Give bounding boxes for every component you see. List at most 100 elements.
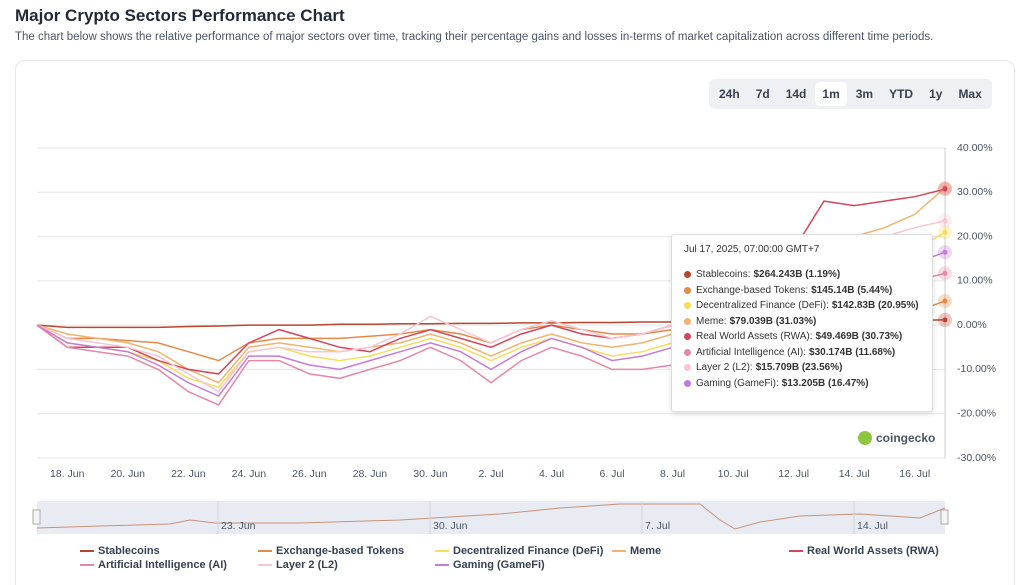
hover-marker (942, 298, 948, 304)
x-tick-label: 2. Jul (478, 468, 503, 480)
navigator-handle[interactable] (32, 509, 41, 525)
x-tick-label: 30. Jun (413, 468, 448, 480)
x-tick-label: 14. Jul (839, 468, 870, 480)
y-tick-label: 40.00% (957, 142, 993, 154)
tooltip-label: Layer 2 (L2): (696, 362, 753, 373)
tooltip-label: Artificial Intelligence (AI): (696, 346, 807, 358)
tooltip-value: $142.83B (20.95%) (831, 300, 919, 311)
legend-label: Artificial Intelligence (AI) (98, 559, 227, 571)
tooltip-dot (684, 364, 691, 371)
tooltip-label: Real World Assets (RWA): (696, 331, 813, 342)
legend-item[interactable]: Stablecoins (80, 545, 160, 557)
range-button[interactable]: 1y (929, 87, 943, 101)
x-tick-label: 6. Jul (600, 468, 625, 480)
tooltip-value: $13.205B (16.47%) (781, 377, 869, 389)
legend-label: Meme (630, 545, 662, 557)
tooltip-dot (684, 333, 691, 340)
tooltip-item: Layer 2 (L2): $15.709B (23.56%) (684, 362, 920, 373)
range-button[interactable]: 14d (785, 87, 807, 101)
tooltip-label: Gaming (GameFi): (696, 377, 779, 389)
hover-marker (942, 317, 948, 323)
tooltip-item: Artificial Intelligence (AI): $30.174B (1… (684, 347, 920, 358)
subtitle: The chart below shows the relative perfo… (15, 31, 934, 43)
x-tick-label: 22. Jun (171, 468, 206, 480)
legend-label: Gaming (GameFi) (453, 559, 545, 571)
navigator-label: 23. Jun (221, 520, 256, 532)
legend-swatch (435, 550, 449, 552)
tooltip-value: $79.039B (31.03%) (729, 315, 817, 327)
range-button[interactable]: 24h (719, 87, 740, 101)
chart-card (15, 60, 1015, 585)
tooltip-label: Stablecoins: (696, 269, 751, 280)
tooltip-value: $30.174B (11.68%) (809, 346, 896, 358)
legend-item[interactable]: Layer 2 (L2) (258, 559, 338, 571)
y-tick-label: 20.00% (957, 230, 993, 242)
range-button[interactable]: 1m (815, 82, 847, 106)
legend-swatch (612, 550, 626, 552)
range-button[interactable]: 3m (855, 87, 874, 101)
hover-marker (942, 229, 948, 235)
legend-item[interactable]: Real World Assets (RWA) (789, 545, 939, 557)
tooltip-item: Decentralized Finance (DeFi): $142.83B (2… (684, 300, 920, 311)
y-tick-label: 0.00% (957, 319, 987, 331)
tooltip-item: Meme: $79.039B (31.03%) (684, 316, 920, 327)
legend-swatch (80, 550, 94, 552)
hover-marker (942, 270, 948, 276)
tooltip-item: Real World Assets (RWA): $49.469B (30.73%… (684, 331, 920, 342)
hover-marker (942, 249, 948, 255)
tooltip-item: Gaming (GameFi): $13.205B (16.47%) (684, 378, 920, 389)
tooltip-dot (684, 271, 691, 278)
y-tick-label: -20.00% (957, 407, 996, 419)
x-tick-label: 28. Jun (353, 468, 388, 480)
legend-item[interactable]: Exchange-based Tokens (258, 545, 404, 557)
legend-swatch (435, 564, 449, 566)
tooltip-dot (684, 379, 691, 387)
legend-item[interactable]: Gaming (GameFi) (435, 559, 545, 571)
tooltip-value: $264.243B (1.19%) (753, 269, 841, 280)
tooltip-label: Decentralized Finance (DeFi): (696, 300, 829, 311)
hover-marker (942, 218, 948, 224)
x-tick-label: 8. Jul (660, 468, 685, 480)
range-button[interactable]: Max (958, 87, 982, 101)
x-tick-label: 10. Jul (718, 468, 749, 480)
legend-label: Layer 2 (L2) (276, 559, 338, 571)
range-button[interactable]: 7d (755, 87, 770, 101)
tooltip-dot (684, 317, 691, 325)
tooltip-label: Meme: (696, 315, 727, 327)
legend-swatch (789, 550, 803, 552)
x-tick-label: 12. Jul (778, 468, 809, 480)
x-tick-label: 18. Jun (50, 468, 85, 480)
legend-item[interactable]: Artificial Intelligence (AI) (80, 559, 227, 571)
legend-label: Exchange-based Tokens (276, 545, 405, 557)
x-tick-label: 20. Jun (111, 468, 146, 480)
range-button[interactable]: YTD (889, 87, 914, 101)
y-tick-label: 10.00% (957, 275, 993, 287)
legend-swatch (80, 564, 94, 566)
navigator-label: 30. Jun (433, 520, 468, 532)
navigator-label: 14. Jul (857, 520, 888, 532)
range-selector: 24h 7d 14d 1m 3m YTD 1y Max (709, 79, 992, 109)
tooltip-dot (684, 348, 691, 356)
tooltip-value: $15.709B (23.56%) (755, 362, 843, 373)
legend-item[interactable]: Decentralized Finance (DeFi) (435, 545, 603, 557)
legend-label: Real World Assets (RWA) (807, 545, 939, 557)
navigator-label: 7. Jul (645, 520, 670, 532)
watermark: coingecko (858, 431, 935, 445)
tooltip-dot (684, 286, 691, 294)
logo (858, 431, 872, 445)
tooltip-dot (684, 302, 691, 309)
navigator-handle[interactable] (940, 509, 949, 525)
tooltip-value: $49.469B (30.73%) (815, 331, 903, 342)
y-tick-label: -10.00% (957, 363, 996, 375)
legend-swatch (258, 564, 272, 566)
tooltip: Jul 17, 2025, 07:00:00 GMT+7 Stablecoins… (671, 234, 933, 412)
tooltip-value: $145.14B (5.44%) (811, 284, 893, 296)
tooltip-item: Exchange-based Tokens: $145.14B (5.44%) (684, 285, 920, 296)
x-tick-label: 26. Jun (292, 468, 327, 480)
tooltip-item: Stablecoins: $264.243B (1.19%) (684, 269, 920, 280)
legend-item[interactable]: Meme (612, 545, 661, 557)
hover-marker (942, 186, 948, 192)
navigator-line (36, 503, 946, 530)
